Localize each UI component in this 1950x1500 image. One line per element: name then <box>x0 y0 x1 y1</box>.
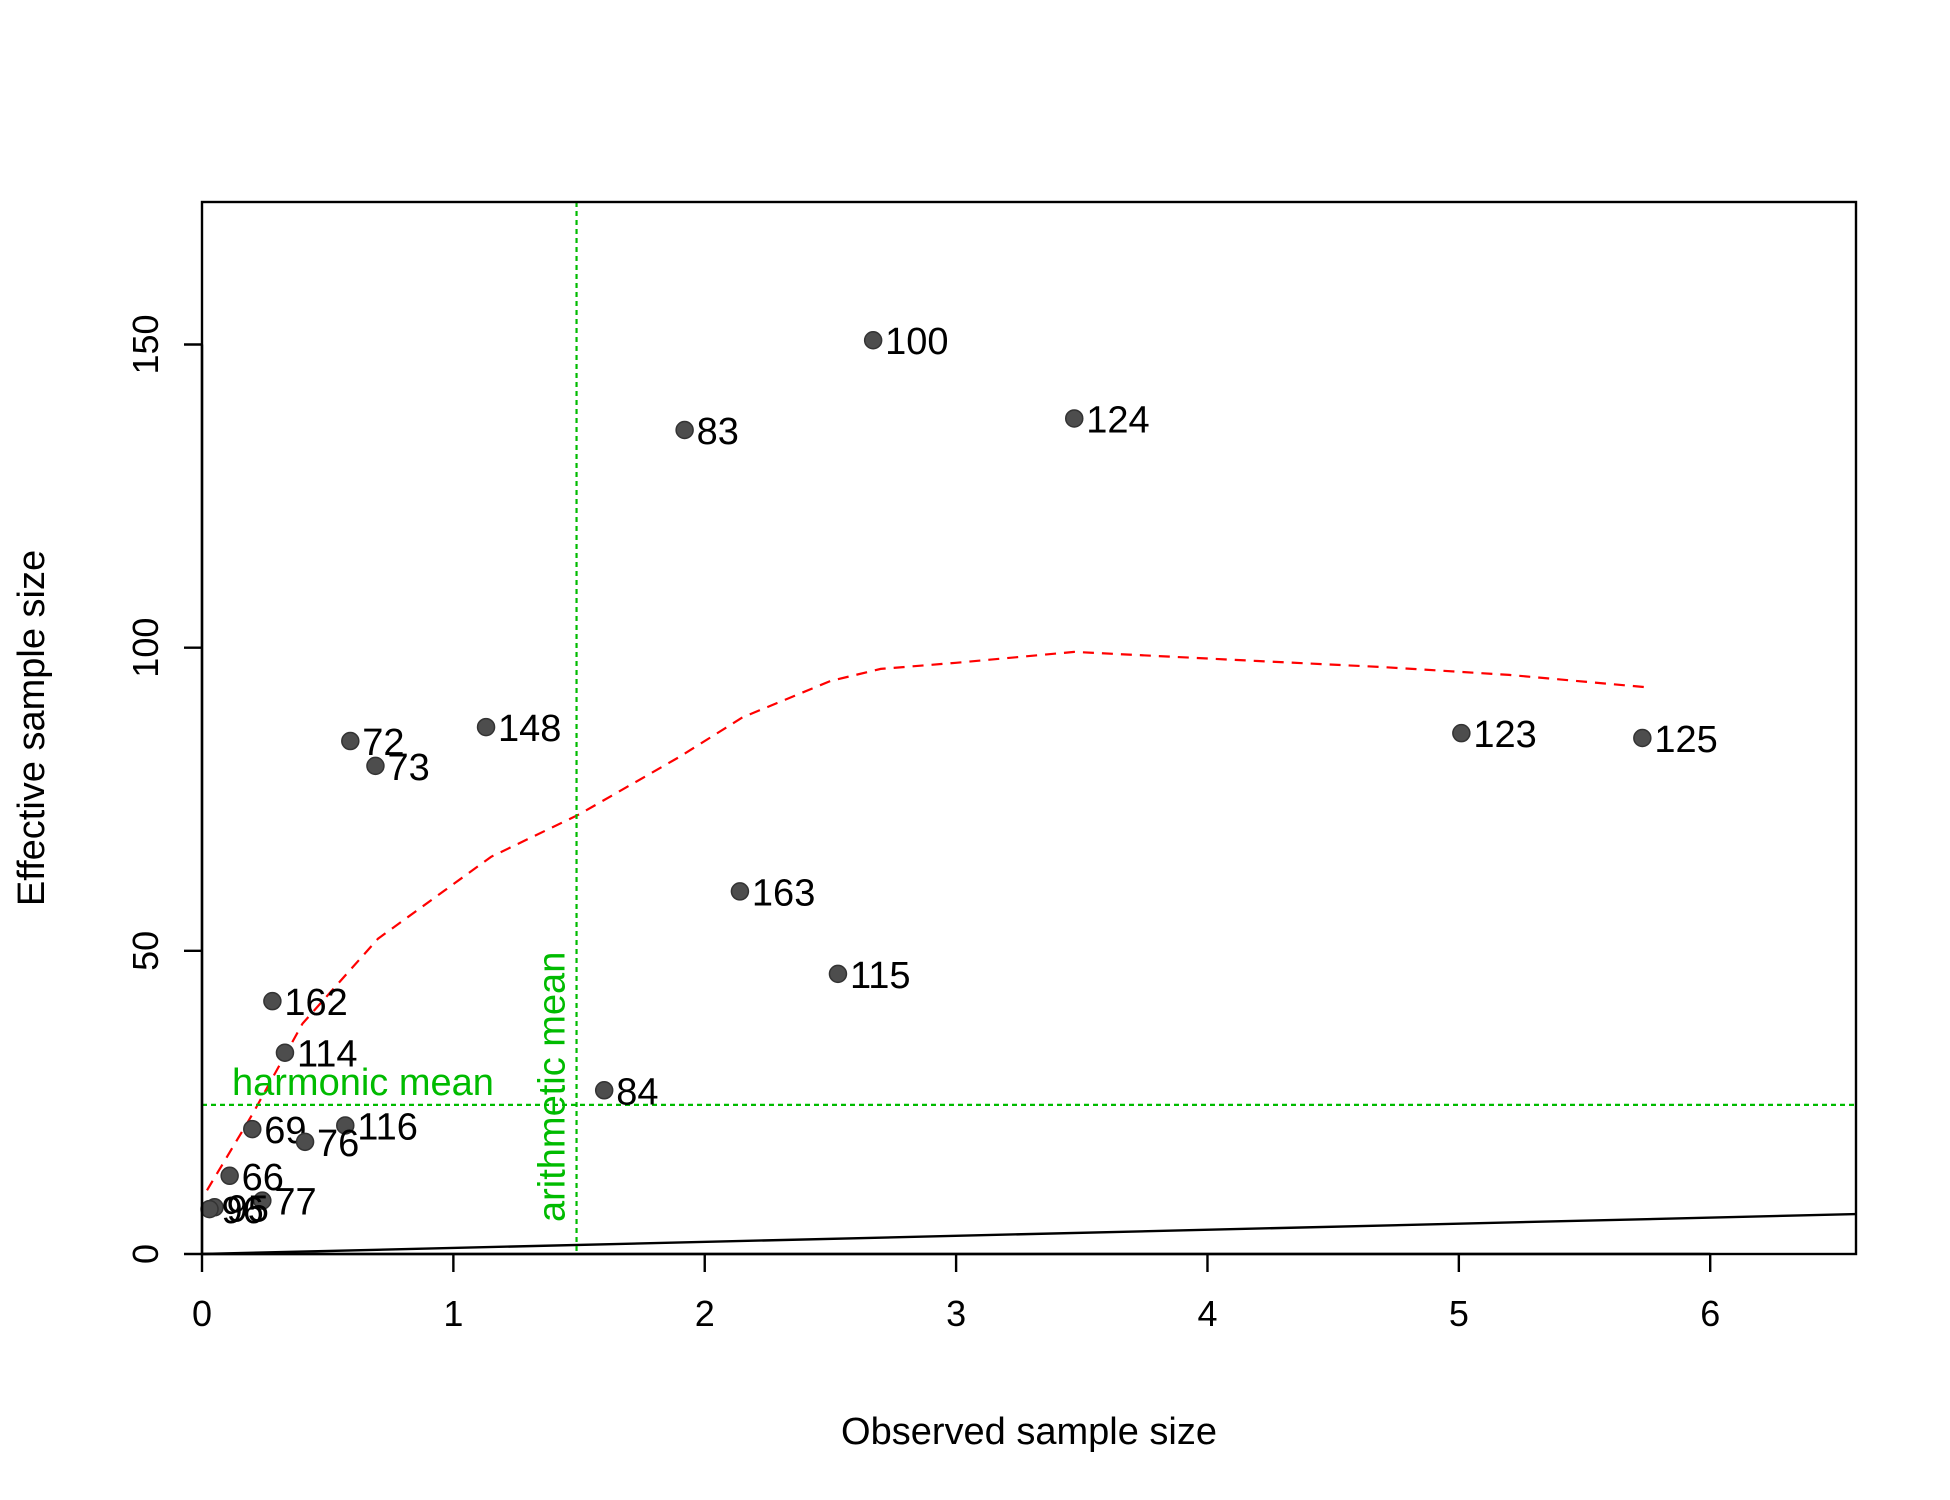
data-point <box>675 420 694 440</box>
data-point <box>476 717 496 737</box>
y-axis-title: Effective sample size <box>11 550 53 906</box>
data-point <box>341 731 360 751</box>
data-point <box>336 1116 355 1135</box>
data-point-label: 163 <box>752 872 815 914</box>
x-tick-label: 3 <box>946 1293 966 1334</box>
data-point-label: 148 <box>498 708 561 750</box>
data-point-label: 72 <box>362 722 404 764</box>
arithmetic-mean-label: arithmetic mean <box>532 952 574 1222</box>
data-point <box>366 756 385 776</box>
y-axis: 0 50 100 150 <box>125 314 204 1264</box>
data-point <box>594 1081 614 1100</box>
data-point <box>295 1132 315 1152</box>
data-point <box>220 1166 239 1186</box>
x-tick-label: 0 <box>192 1293 212 1334</box>
data-point-label: 162 <box>284 982 347 1024</box>
data-point <box>1452 723 1471 743</box>
data-point-label: 73 <box>387 747 429 789</box>
y-tick-label: 150 <box>125 314 166 374</box>
y-tick-label: 0 <box>125 1244 166 1264</box>
data-point <box>730 882 750 901</box>
x-tick-label: 5 <box>1449 1293 1469 1334</box>
data-point-label: 116 <box>357 1106 418 1148</box>
data-point <box>1633 728 1652 748</box>
identity-line <box>201 1212 1857 1256</box>
data-point <box>1064 409 1084 428</box>
data-point-label: 123 <box>1473 714 1536 756</box>
x-tick-label: 4 <box>1197 1293 1217 1334</box>
data-point-label: 76 <box>317 1123 359 1165</box>
data-point-label: 84 <box>616 1071 658 1113</box>
data-point <box>863 330 883 350</box>
harmonic-mean-label: harmonic mean <box>232 1062 494 1104</box>
x-tick-label: 2 <box>695 1293 715 1334</box>
y-tick-label: 100 <box>125 618 166 678</box>
data-point <box>253 1191 272 1210</box>
data-point-label: 114 <box>297 1034 358 1076</box>
reference-layer: arithmetic mean harmonic mean <box>201 202 1857 1256</box>
data-point-label: 115 <box>850 955 911 997</box>
data-point-label: 95 <box>227 1188 269 1230</box>
data-point-label: 125 <box>1654 719 1717 761</box>
x-tick-label: 6 <box>1700 1293 1720 1334</box>
data-point <box>828 964 848 984</box>
x-axis: 0 1 2 3 4 5 6 <box>192 1252 1720 1334</box>
data-point <box>243 1119 262 1139</box>
data-point <box>263 991 282 1011</box>
data-point-label: 100 <box>885 321 948 363</box>
data-point-label: 96 <box>222 1190 264 1232</box>
data-point <box>275 1043 295 1062</box>
smooth-trend-line <box>206 650 1645 1191</box>
data-point-label: 124 <box>1086 399 1149 441</box>
data-point-label: 77 <box>274 1182 316 1224</box>
x-tick-label: 1 <box>443 1293 463 1334</box>
y-tick-label: 50 <box>125 931 166 971</box>
x-axis-title: Observed sample size <box>841 1411 1217 1453</box>
data-point <box>200 1199 219 1219</box>
data-point-label: 83 <box>697 411 739 453</box>
